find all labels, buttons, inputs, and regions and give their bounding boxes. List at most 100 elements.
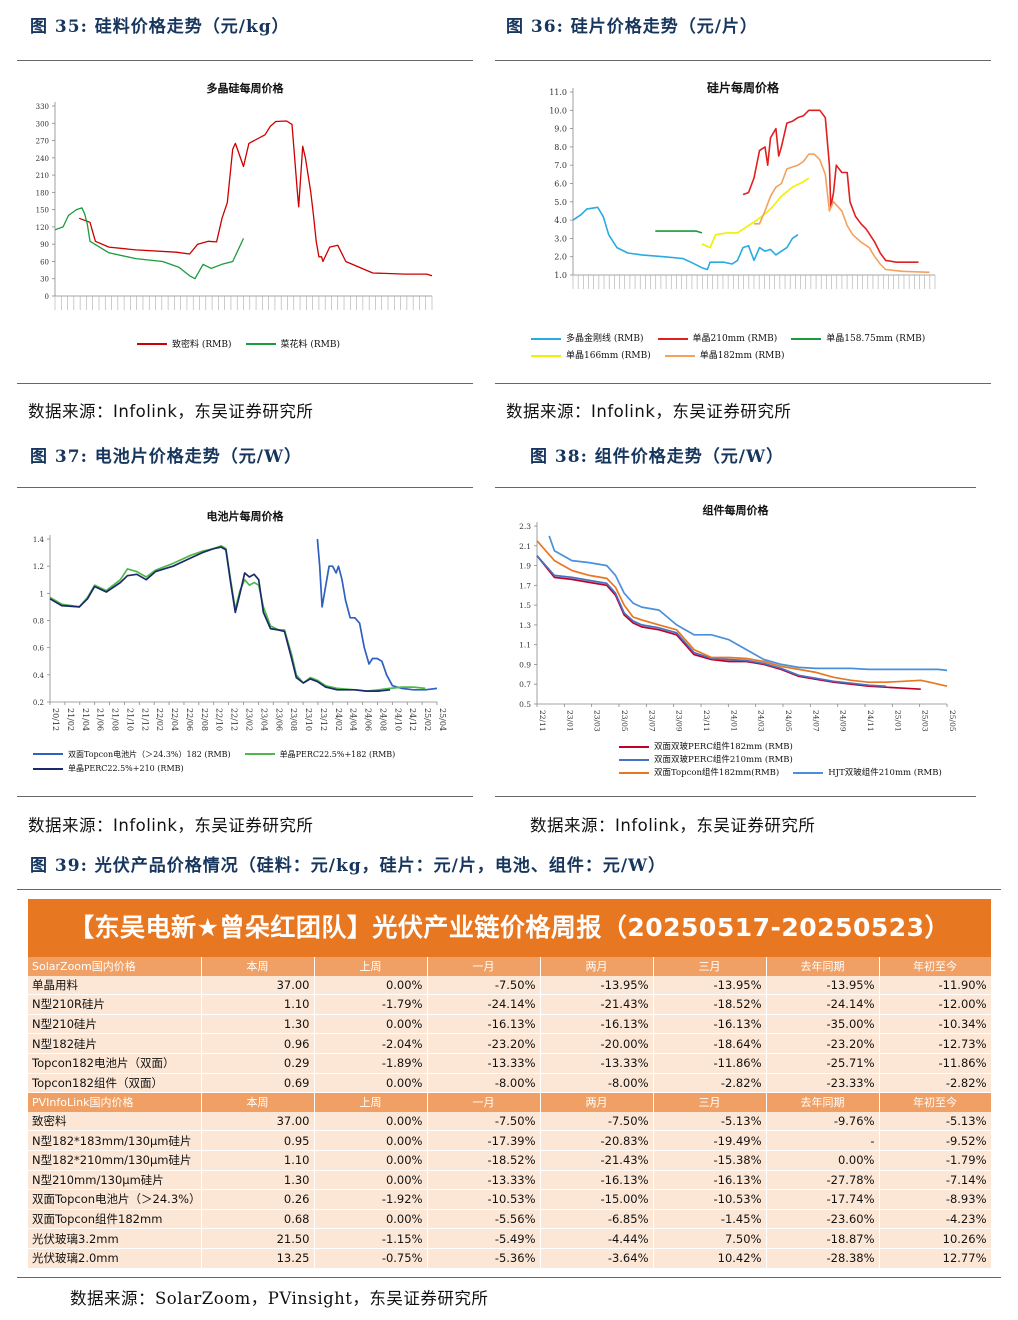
legend-swatch [33, 753, 63, 755]
price-cell: 0.00% [314, 975, 428, 996]
x-tick-label: 22/02 [155, 708, 164, 731]
price-cell: -9.76% [766, 1111, 880, 1132]
price-cell: -13.95% [540, 975, 654, 996]
chart-polysilicon: 多晶硅每周价格 0 30 60 90 120 150 180 210 240 270 300 330 … [17, 72, 473, 362]
y-tick-label: 0.4 [33, 672, 45, 680]
y-tick-label: 0.7 [519, 680, 531, 689]
series-line [548, 535, 948, 672]
price-cell: -10.53% [427, 1189, 541, 1210]
price-cell: -16.13% [540, 1014, 654, 1035]
divider [495, 796, 976, 797]
product-name-cell: 光伏玻璃2.0mm [28, 1248, 202, 1269]
divider [495, 60, 991, 61]
x-tick-label: 23/06 [274, 708, 283, 731]
divider [17, 60, 473, 61]
x-tick-label: 21/10 [125, 708, 134, 731]
column-header: 一月 [427, 1092, 541, 1112]
x-tick-label: 23/11 [702, 710, 711, 732]
price-cell: -2.82% [879, 1073, 992, 1094]
source-note: 数据来源：Infolink，东吴证券研究所 [530, 816, 816, 835]
x-tick-label: 23/10 [304, 708, 313, 731]
chart-title: 电池片每周价格 [206, 510, 284, 523]
chart-legend: 致密料 (RMB) 菜花料 (RMB) [137, 337, 354, 350]
x-tick-label: 24/06 [364, 708, 373, 731]
chart-cell: 电池片每周价格 0.2 0.4 0.6 0.8 1 1.2 1.4 20/12 21/02 21/… [17, 494, 473, 784]
chart-module: 组件每周价格 0.5 0.7 0.9 1.1 1.3 1.5 1.7 1.9 2.1 2.3 22/… [495, 494, 976, 784]
y-tick-label: 0.8 [33, 618, 44, 626]
price-cell: -8.00% [427, 1073, 541, 1094]
legend-item: 单晶158.75mm (RMB) [791, 331, 925, 347]
product-name-cell: N型210mm/130μm硅片 [28, 1170, 202, 1191]
y-tick-label: 0.2 [33, 699, 44, 707]
price-cell: -1.89% [314, 1053, 428, 1074]
y-tick-label: 0 [45, 293, 49, 301]
price-cell: -5.13% [879, 1111, 992, 1132]
price-cell: -12.73% [879, 1033, 992, 1054]
series-line [316, 538, 438, 691]
legend-item: 双面Topcon组件182mm(RMB) [619, 767, 779, 779]
y-tick-label: 270 [36, 138, 49, 146]
y-tick-label: 11.0 [549, 88, 567, 97]
price-cell: -13.33% [427, 1053, 541, 1074]
price-cell: 0.96 [201, 1033, 315, 1054]
y-tick-label: 4.0 [554, 216, 567, 225]
x-tick-label: 24/11 [866, 710, 875, 732]
y-tick-label: 330 [36, 103, 49, 111]
price-cell: -1.45% [653, 1209, 767, 1230]
price-cell: -4.44% [540, 1228, 654, 1249]
y-tick-label: 9.0 [554, 125, 567, 134]
y-tick-label: 1.9 [519, 562, 531, 571]
y-tick-label: 180 [36, 189, 49, 197]
figure-35-title: 图 35: 硅料价格走势（元/kg） [30, 17, 290, 37]
x-tick-label: 22/10 [215, 708, 224, 731]
price-cell: -12.00% [879, 994, 992, 1015]
product-name-cell: Topcon182组件（双面） [28, 1073, 202, 1094]
series-line [49, 546, 391, 692]
legend-label: 双面Topcon电池片（＞24.3%）182 (RMB) [68, 749, 231, 759]
legend-item: 菜花料 (RMB) [245, 337, 340, 350]
x-tick-label: 23/09 [675, 710, 684, 732]
legend-item: 单晶166mm (RMB) [531, 348, 651, 364]
price-cell: -7.50% [427, 975, 541, 996]
table-row: 光伏玻璃2.0mm 13.25 -0.75% -5.36% -3.64% 10.42% -2… [28, 1248, 992, 1269]
source-note: 数据来源：Infolink，东吴证券研究所 [506, 402, 792, 421]
price-cell: -7.14% [879, 1170, 992, 1191]
price-cell: -20.83% [540, 1130, 654, 1151]
legend-swatch [791, 338, 822, 340]
price-cell: -23.20% [766, 1033, 880, 1054]
chart-svg: 0.5 0.7 0.9 1.1 1.3 1.5 1.7 1.9 2.1 2.3 22/11 23/01… [519, 522, 957, 732]
price-cell: 37.00 [201, 1111, 315, 1132]
x-tick-label: 24/03 [757, 710, 766, 732]
x-tick-label: 25/04 [438, 708, 447, 731]
divider [17, 796, 473, 797]
y-tick-label: 1.2 [33, 563, 44, 571]
legend-label: 单晶166mm (RMB) [566, 351, 651, 361]
price-cell: 0.00% [314, 1111, 428, 1132]
x-tick-label: 25/01 [893, 710, 902, 732]
product-name-cell: 双面Topcon组件182mm [28, 1209, 202, 1230]
legend-swatch [657, 338, 688, 340]
column-header: 两月 [540, 1092, 654, 1112]
y-tick-label: 2.0 [554, 253, 567, 262]
price-cell: 37.00 [201, 975, 315, 996]
divider [17, 889, 1001, 890]
figure-37-title: 图 37: 电池片价格走势（元/W） [30, 447, 303, 467]
price-cell: -8.93% [879, 1189, 992, 1210]
price-cell: -17.74% [766, 1189, 880, 1210]
legend-swatch [137, 342, 167, 345]
price-cell: -3.64% [540, 1248, 654, 1269]
y-tick-label: 6.0 [554, 180, 567, 189]
source-note: 数据来源：Infolink，东吴证券研究所 [28, 816, 314, 835]
price-cell: -11.86% [879, 1053, 992, 1074]
price-cell: -20.00% [540, 1033, 654, 1054]
price-cell: -13.33% [427, 1170, 541, 1191]
chart-title: 多晶硅每周价格 [206, 82, 284, 95]
chart-legend: 双面Topcon电池片（＞24.3%）182 (RMB) 单晶PERC22.5%+… [33, 746, 463, 775]
table-row: 致密料 37.00 0.00% -7.50% -7.50% -5.13% -9.76% -5.… [28, 1111, 992, 1132]
table-row: N型210mm/130μm硅片 1.30 0.00% -13.33% -16.13% -1… [28, 1170, 992, 1191]
chart-title: 组件每周价格 [702, 504, 769, 517]
legend-label: HJT双玻组件210mm (RMB) [828, 768, 942, 778]
price-cell: 0.00% [314, 1209, 428, 1230]
price-cell: 10.42% [653, 1248, 767, 1269]
price-cell: 1.30 [201, 1014, 315, 1035]
